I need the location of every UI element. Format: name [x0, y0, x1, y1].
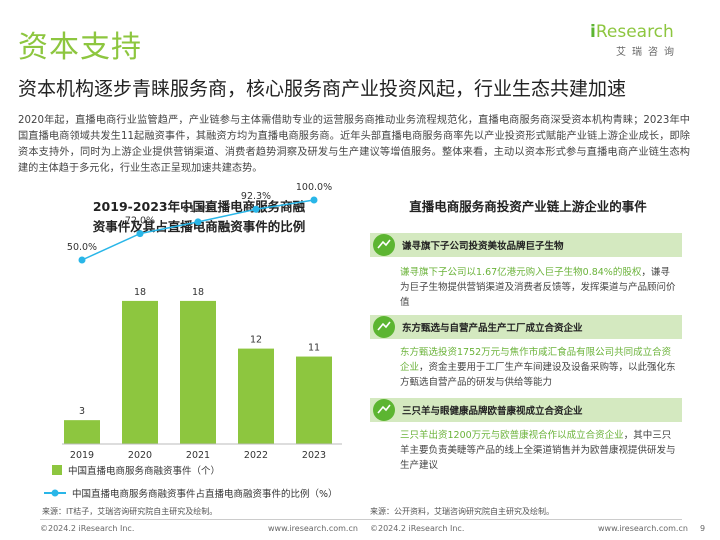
bar-2021	[180, 300, 216, 444]
event-body-rest: ，其中三只羊主要负责美睫等产品的线上全渠道销售并为欧普康视提供研发与生产建议	[400, 430, 676, 471]
x-tick-label: 2022	[244, 450, 268, 461]
bar-value-label: 18	[192, 287, 204, 298]
legend-swatch-point	[51, 489, 59, 497]
page-number: 9	[700, 524, 706, 533]
line-value-label: 92.3%	[241, 191, 271, 202]
bar-2022	[238, 348, 274, 444]
bar-value-label: 3	[79, 406, 85, 417]
legend-label-bar: 中国直播电商服务商融资事件（个）	[68, 465, 220, 477]
events-title: 直播电商服务商投资产业链上游企业的事件	[409, 199, 647, 214]
event-header-2: 东方甄选与自营产品生产工厂成立合资企业	[370, 315, 682, 339]
event-icon-3	[373, 399, 395, 421]
event-body-3: 三只羊出资1200万元与欧普康视合作以成立合资企业，其中三只羊主要负责美睫等产品…	[400, 428, 678, 473]
logo-brand-prefix: i	[590, 22, 596, 42]
line-value-label: 81.8%	[183, 204, 213, 215]
event-body-1: 谦寻旗下子公司以1.67亿港元购入巨子生物0.84%的股权，谦寻为巨子生物提供营…	[400, 265, 678, 310]
bar-value-label: 18	[134, 287, 146, 298]
footer-copyright-left: ©2024.2 iResearch Inc.	[40, 524, 135, 533]
intro-paragraph: 2020年起，直播电商行业监管趋严，产业链参与主体需借助专业的运营服务商推动业务…	[18, 115, 690, 174]
event-body-2: 东方甄选投资1752万元与焦作市咸汇食品有限公司共同成立合资企业，资金主要用于工…	[400, 345, 678, 390]
x-tick-label: 2021	[186, 450, 210, 461]
bar-2020	[122, 300, 158, 444]
bar-value-label: 11	[308, 343, 320, 354]
line-value-label: 50.0%	[67, 242, 97, 253]
event-body-rest: ，谦寻为巨子生物提供营销渠道及消费者反馈等，发挥渠道与产品顾问价值	[400, 267, 676, 308]
event-header-label: 三只羊与眼健康品牌欧普康视成立合资企业	[402, 406, 583, 417]
event-icon-1	[373, 234, 395, 256]
bar-2023	[296, 356, 332, 444]
footer-divider	[40, 519, 682, 520]
footer-url-right: www.iresearch.com.cn	[598, 524, 688, 533]
page-subtitle: 资本机构逐步青睐服务商，核心服务商产业投资风起，行业生态共建加速	[18, 78, 627, 100]
footer-url-left: www.iresearch.com.cn	[268, 524, 358, 533]
event-body-highlight: 三只羊出资1200万元与欧普康视合作以成立合资企业	[400, 430, 624, 441]
source-note-right: 来源：公开资料，艾瑞咨询研究院自主研究及绘制。	[370, 507, 554, 516]
event-header-3: 三只羊与眼健康品牌欧普康视成立合资企业	[370, 398, 682, 422]
line-point-2022	[252, 205, 260, 213]
chart-title-line2: 资事件及其占直播电商融资事件的比例	[92, 219, 306, 234]
source-note-left: 来源：IT桔子，艾瑞咨询研究院自主研究及绘制。	[42, 507, 218, 516]
logo-cn: 艾瑞咨询	[616, 47, 680, 58]
line-point-2021	[194, 218, 202, 226]
event-body-highlight: 东方甄选投资1752万元与焦作市咸汇食品有限公司共同成立合资企业	[400, 347, 672, 373]
event-header-label: 东方甄选与自营产品生产工厂成立合资企业	[402, 323, 583, 334]
event-header-label: 谦寻旗下子公司投资美妆品牌巨子生物	[402, 241, 564, 252]
event-body-rest: ，资金主要用于工厂生产车间建设及设备采购等，以此强化东方甄选自营产品的研发与供给…	[400, 362, 676, 388]
event-body-highlight: 谦寻旗下子公司以1.67亿港元购入巨子生物0.84%的股权	[400, 267, 642, 278]
line-value-label: 100.0%	[296, 182, 332, 193]
bar-value-label: 12	[250, 335, 262, 346]
line-value-label: 72.0%	[125, 216, 155, 227]
x-tick-label: 2023	[302, 450, 326, 461]
event-icon-2	[373, 316, 395, 338]
line-point-2020	[136, 230, 144, 238]
iresearch-logo: iResearch 艾瑞咨询	[590, 22, 698, 60]
page-title: 资本支持	[18, 30, 142, 65]
x-tick-label: 2020	[128, 450, 152, 461]
footer-copyright-right: ©2024.2 iResearch Inc.	[370, 524, 465, 533]
line-point-2023	[310, 196, 318, 204]
event-header-1: 谦寻旗下子公司投资美妆品牌巨子生物	[370, 233, 682, 257]
legend-swatch-bar	[52, 465, 62, 475]
logo-brand-rest: Research	[595, 22, 674, 42]
line-point-2019	[78, 256, 86, 264]
legend-label-line: 中国直播电商服务商融资事件占直播电商融资事件的比例（%）	[72, 488, 338, 500]
bar-2019	[64, 420, 100, 444]
x-tick-label: 2019	[70, 450, 94, 461]
